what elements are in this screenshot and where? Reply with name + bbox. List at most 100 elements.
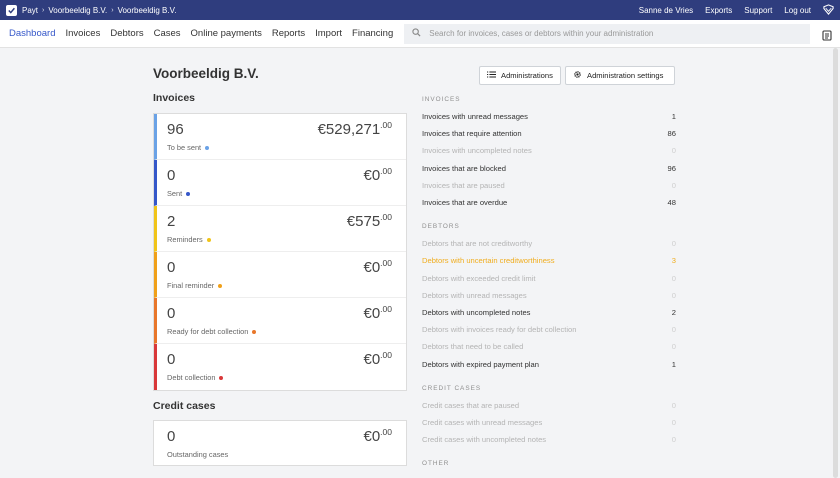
- stat-label: Invoices with uncompleted notes: [422, 146, 532, 156]
- invoice-count: 0: [167, 259, 176, 276]
- chevron-right-icon: ›: [42, 6, 45, 14]
- support-link[interactable]: Support: [744, 5, 773, 15]
- invoice-amount: €0.00: [363, 258, 392, 276]
- debtor-stat-row[interactable]: Debtors with exceeded credit limit 0: [422, 274, 678, 283]
- nav-debtors[interactable]: Debtors: [110, 27, 144, 39]
- invoice-amount: €529,271.00: [317, 120, 392, 138]
- invoice-status-row[interactable]: 0 Sent €0.00: [154, 160, 406, 206]
- invoice-stat-row[interactable]: Invoices with unread messages 1: [422, 112, 678, 121]
- status-dot: [219, 375, 224, 380]
- invoice-status-label: Final reminder: [167, 281, 223, 290]
- stat-value: 0: [671, 239, 676, 249]
- scrollbar[interactable]: [833, 48, 838, 478]
- nav-online-payments[interactable]: Online payments: [190, 27, 262, 39]
- search-input[interactable]: Search for invoices, cases or debtors wi…: [404, 23, 811, 44]
- stat-value: 3: [671, 256, 676, 266]
- administration-settings-button[interactable]: Administration settings: [565, 66, 675, 85]
- status-dot: [252, 329, 257, 334]
- invoice-status-row[interactable]: 0 Final reminder €0.00: [154, 252, 406, 298]
- debtor-stat-row[interactable]: Debtors with uncompleted notes 2: [422, 308, 678, 317]
- status-dot: [206, 237, 211, 242]
- nav-cases[interactable]: Cases: [153, 27, 181, 39]
- user-menu[interactable]: Sanne de Vries: [638, 5, 694, 15]
- credit-count: 0: [167, 428, 176, 445]
- credit-cases-card: 0 Outstanding cases €0.00: [153, 420, 407, 466]
- invoice-stat-row[interactable]: Invoices that require attention 86: [422, 129, 678, 138]
- logout-link[interactable]: Log out: [784, 5, 811, 15]
- debtor-stat-row[interactable]: Debtors with uncertain creditworthiness 3: [422, 256, 678, 265]
- stat-label: Debtors with exceeded credit limit: [422, 273, 536, 283]
- breadcrumb-item[interactable]: Voorbeeldig B.V.: [117, 5, 177, 15]
- invoice-stat-row[interactable]: Invoices that are overdue 48: [422, 198, 678, 207]
- invoice-status-label: Reminders: [167, 235, 211, 244]
- invoice-status-label: Ready for debt collection: [167, 327, 257, 336]
- breadcrumb-item[interactable]: Payt: [22, 5, 39, 15]
- invoices-stats-heading: INVOICES: [422, 96, 461, 103]
- invoice-amount: €575.00: [346, 212, 392, 230]
- administration-settings-label: Administration settings: [587, 71, 664, 80]
- stat-label: Invoices that are blocked: [422, 163, 507, 173]
- credit-label: Outstanding cases: [167, 450, 229, 459]
- debtors-stats-heading: DEBTORS: [422, 223, 460, 231]
- invoice-status-row[interactable]: 0 Ready for debt collection €0.00: [154, 298, 406, 344]
- stat-value: 0: [671, 273, 676, 283]
- administrations-button[interactable]: Administrations: [479, 66, 561, 85]
- nav-dashboard[interactable]: Dashboard: [9, 27, 56, 39]
- stat-value: 1: [671, 112, 676, 121]
- invoice-status-label: To be sent: [167, 143, 210, 152]
- stat-label: Debtors that are not creditworthy: [422, 239, 533, 249]
- debtor-stat-row[interactable]: Debtors with invoices ready for debt col…: [422, 325, 678, 334]
- stat-value: 0: [671, 325, 676, 335]
- invoice-status-row[interactable]: 96 To be sent €529,271.00: [154, 114, 406, 160]
- status-dot: [205, 145, 210, 150]
- credit-case-stat-row[interactable]: Credit cases that are paused 0: [422, 401, 678, 410]
- invoice-stat-row[interactable]: Invoices that are blocked 96: [422, 164, 678, 173]
- debtor-stat-row[interactable]: Debtors that need to be called 0: [422, 342, 678, 351]
- stat-value: 86: [667, 129, 676, 139]
- stat-value: 0: [671, 418, 676, 427]
- debtor-stat-row[interactable]: Debtors that are not creditworthy 0: [422, 239, 678, 248]
- stat-label: Invoices that are paused: [422, 180, 505, 190]
- document-icon[interactable]: [822, 28, 832, 41]
- stat-label: Invoices that require attention: [422, 129, 522, 139]
- exports-link[interactable]: Exports: [705, 5, 733, 15]
- search-placeholder: Search for invoices, cases or debtors wi…: [429, 29, 654, 38]
- notifications-icon[interactable]: [823, 3, 834, 17]
- credit-amount: €0.00: [363, 427, 392, 445]
- breadcrumb-item[interactable]: Voorbeeldig B.V.: [48, 5, 108, 15]
- credit-case-stat-row[interactable]: Credit cases with uncompleted notes 0: [422, 435, 678, 444]
- stat-value: 0: [671, 146, 676, 156]
- debtor-stat-row[interactable]: Debtors with unread messages 0: [422, 291, 678, 300]
- nav-reports[interactable]: Reports: [271, 27, 306, 39]
- debtor-stat-row[interactable]: Debtors with expired payment plan 1: [422, 360, 678, 369]
- invoice-status-label: Debt collection: [167, 373, 224, 382]
- stat-label: Debtors that need to be called: [422, 342, 524, 352]
- stat-label: Credit cases with unread messages: [422, 418, 543, 427]
- invoice-count: 0: [167, 351, 176, 368]
- stat-label: Debtors with invoices ready for debt col…: [422, 325, 577, 335]
- invoice-stat-row[interactable]: Invoices with uncompleted notes 0: [422, 146, 678, 155]
- page-title: Voorbeeldig B.V.: [153, 66, 259, 81]
- search-icon: [412, 28, 421, 39]
- invoice-stat-row[interactable]: Invoices that are paused 0: [422, 181, 678, 190]
- invoice-amount: €0.00: [363, 350, 392, 368]
- credit-case-stat-row[interactable]: Credit cases with unread messages 0: [422, 418, 678, 427]
- nav-invoices[interactable]: Invoices: [65, 27, 101, 39]
- invoice-status-label: Sent: [167, 189, 191, 198]
- nav-financing[interactable]: Financing: [352, 27, 394, 39]
- stat-label: Invoices that are overdue: [422, 198, 508, 207]
- nav-import[interactable]: Import: [315, 27, 343, 39]
- invoice-status-row[interactable]: 0 Debt collection €0.00: [154, 344, 406, 390]
- invoice-count: 96: [167, 121, 184, 138]
- stat-label: Debtors with expired payment plan: [422, 359, 539, 369]
- payt-logo-icon[interactable]: [6, 4, 17, 16]
- list-icon: [487, 71, 496, 80]
- stat-value: 0: [671, 400, 676, 410]
- invoice-status-row[interactable]: 2 Reminders €575.00: [154, 206, 406, 252]
- invoice-count: 0: [167, 167, 176, 184]
- credit-cases-stats-heading: CREDIT CASES: [422, 384, 482, 392]
- credit-case-row[interactable]: 0 Outstanding cases €0.00: [154, 421, 406, 465]
- stat-value: 48: [667, 198, 676, 207]
- stat-label: Debtors with unread messages: [422, 290, 527, 300]
- gear-icon: [573, 70, 582, 81]
